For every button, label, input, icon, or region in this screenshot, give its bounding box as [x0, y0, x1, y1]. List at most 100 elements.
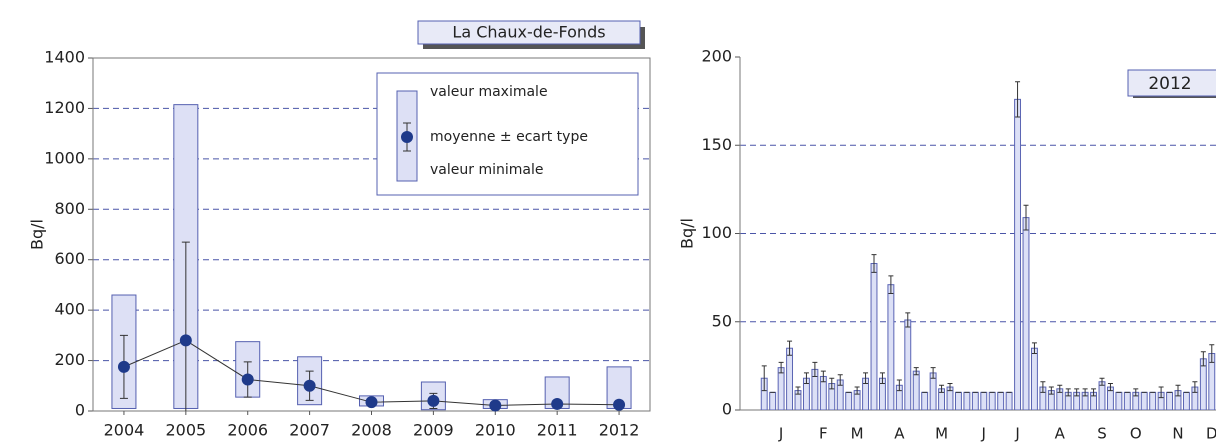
bar: [1014, 98, 1022, 410]
error-bar: [1209, 344, 1215, 363]
x-tick-label: M: [851, 425, 864, 442]
error-bar: [1133, 388, 1139, 397]
error-bar: [837, 374, 843, 386]
x-tick-label: S: [1097, 425, 1107, 442]
bar: [921, 391, 929, 410]
error-bar: [1175, 384, 1181, 397]
error-bar: [879, 372, 885, 385]
bar: [1166, 391, 1174, 410]
x-tick-label: A: [1055, 425, 1066, 442]
error-bar: [829, 377, 835, 390]
x-tick-label: A: [894, 425, 905, 442]
y-tick-label: 800: [54, 199, 85, 218]
error-bar: [947, 383, 953, 392]
error-bar: [812, 361, 818, 377]
bar: [769, 391, 777, 410]
bar: [870, 263, 878, 410]
bar: [845, 391, 853, 410]
error-bar: [871, 254, 877, 273]
error-bar: [913, 367, 919, 376]
y-axis-label: Bq/l: [28, 219, 47, 250]
x-tick-label: J: [778, 425, 783, 442]
bar: [777, 367, 785, 410]
error-bar: [1074, 388, 1080, 397]
error-bar: [1099, 377, 1105, 386]
error-bar: [787, 340, 793, 356]
error-bar: [1091, 388, 1097, 397]
legend-label: moyenne ± ecart type: [430, 129, 588, 145]
error-bar: [795, 386, 801, 395]
y-tick-label: 1400: [44, 48, 85, 67]
error-bar: [1040, 381, 1046, 393]
bar: [980, 391, 988, 410]
bar: [1115, 391, 1123, 410]
y-tick-label: 0: [75, 401, 85, 420]
bar: [904, 319, 912, 410]
bar: [954, 391, 962, 410]
mean-dot: [179, 334, 192, 347]
y-axis-label: Bq/l: [678, 218, 697, 249]
error-bar: [930, 367, 936, 379]
y-tick-label: 200: [701, 47, 732, 66]
x-tick-label: 2010: [475, 421, 516, 440]
mean-dot: [613, 398, 626, 411]
error-bar: [939, 384, 945, 393]
bar: [1199, 358, 1207, 410]
y-tick-label: 50: [712, 311, 732, 330]
bar: [1098, 381, 1106, 410]
bar: [997, 391, 1005, 410]
chart-title: La Chaux-de-Fonds: [452, 23, 605, 42]
error-bar: [863, 372, 869, 385]
y-tick-label: 1200: [44, 98, 85, 117]
legend-label: valeur maximale: [430, 84, 548, 100]
error-bar: [1107, 383, 1113, 392]
x-tick-label: J: [981, 425, 986, 442]
plot-area: [760, 81, 1216, 410]
range-box: [606, 366, 632, 409]
error-bar: [1082, 388, 1088, 397]
x-tick-label: 2006: [227, 421, 268, 440]
x-tick-label: 2012: [599, 421, 640, 440]
y-tick-label: 100: [701, 223, 732, 242]
x-tick-label: J: [1014, 425, 1019, 442]
x-tick-label: D: [1206, 425, 1216, 442]
x-tick-label: 2011: [537, 421, 578, 440]
mean-dot: [241, 373, 254, 386]
y-tick-label: 0: [722, 400, 732, 419]
legend-box: [376, 72, 639, 196]
y-tick-label: 200: [54, 350, 85, 369]
error-bar: [803, 372, 809, 385]
bar: [887, 284, 895, 410]
bar: [1140, 391, 1148, 410]
error-bar: [778, 361, 784, 374]
y-tick-label: 600: [54, 249, 85, 268]
bar: [1123, 391, 1131, 410]
legend-label: valeur minimale: [430, 162, 543, 178]
y-tick-label: 150: [701, 135, 732, 154]
error-bar: [1015, 81, 1021, 118]
error-bar: [1031, 342, 1037, 355]
x-tick-label: 2008: [351, 421, 392, 440]
error-bar: [1192, 381, 1198, 393]
error-bar: [1158, 386, 1164, 399]
y-tick-label: 1000: [44, 148, 85, 167]
error-bar: [1023, 204, 1029, 231]
x-tick-label: 2007: [289, 421, 330, 440]
bar: [1022, 217, 1030, 410]
x-tick-label: F: [819, 425, 828, 442]
x-tick-label: N: [1172, 425, 1183, 442]
chart-title: 2012: [1148, 74, 1191, 94]
error-bar: [1065, 388, 1071, 397]
title-box: [1127, 69, 1216, 97]
mean-dot: [489, 399, 502, 412]
bar: [1005, 391, 1013, 410]
x-tick-label: 2005: [165, 421, 206, 440]
error-bar: [1057, 384, 1063, 393]
mean-dot: [303, 379, 316, 392]
mean-dot: [551, 397, 564, 410]
legend-dot: [401, 131, 413, 143]
bar: [1149, 391, 1157, 410]
x-tick-label: O: [1130, 425, 1142, 442]
x-tick-label: 2009: [413, 421, 454, 440]
